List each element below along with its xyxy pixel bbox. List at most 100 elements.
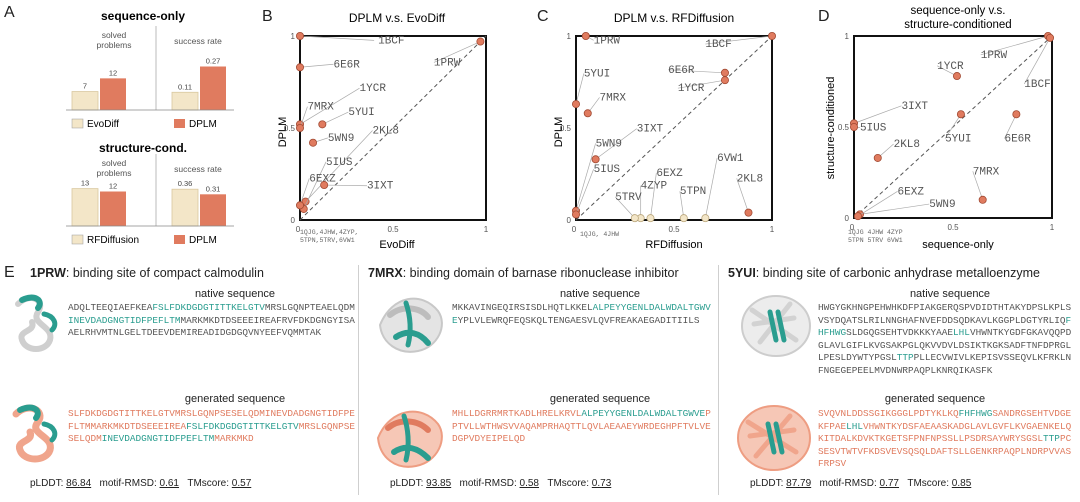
case-1prw-native-heading: native sequence: [194, 288, 276, 300]
bar-value-label: 0.31: [206, 184, 221, 193]
tm-label: TMscore:: [547, 478, 590, 489]
scatter-d-title-line2: structure-conditioned: [904, 19, 1011, 31]
leader-line: [595, 128, 637, 160]
bar-value-label: 7: [83, 82, 87, 91]
legend-swatch-dplm-bottom: [174, 235, 185, 244]
bar-dplm-0: [100, 191, 126, 226]
point-label-1bcf: 1BCF: [1024, 79, 1050, 91]
data-point-5ius: [850, 123, 859, 132]
origin-cluster-label: 5TPN 5TRV 6VW1: [848, 237, 903, 244]
panel-e-divider-2: [718, 265, 719, 495]
data-point-1bcf: [767, 32, 776, 41]
leader-line: [299, 63, 334, 68]
panel-label-b: B: [262, 8, 273, 25]
scatter-c-title: DPLM v.s. RFDiffusion: [614, 11, 734, 25]
point-label-6exz: 6EXZ: [898, 186, 925, 198]
protein-structure-7mrx-generated: [376, 410, 443, 468]
protein-structure-5yui-native: [741, 295, 811, 357]
sequence-segment: PCSESVTWTVFKDSVEVSQSQLDAFTSLLGENKRPAQPLN…: [818, 433, 1072, 470]
point-label-5wn9: 5WN9: [328, 133, 354, 145]
case-1prw-native-sequence: ADQLTEEQIAEFKEAFSLFDKDGDGTITTKELGTVMRSLG…: [68, 302, 356, 340]
success-label: success rate: [174, 36, 222, 46]
leader-line: [736, 178, 749, 213]
struct-cond-title: structure-cond.: [99, 141, 187, 155]
rmsd-label: motif-RMSD:: [819, 478, 877, 489]
sequence-segment: SANDRGSEHTVDGEKFPAE: [818, 408, 1072, 432]
case-7mrx-id: 7MRX: [368, 266, 403, 280]
motif-segment: INEVDADGNGTIDFPEFLTM: [101, 433, 215, 445]
data-point-2kl8: [744, 208, 753, 217]
data-point-1bcf: [1046, 33, 1055, 42]
legend-swatch-evodiff: [71, 118, 84, 129]
plddt-label: pLDDT:: [750, 478, 784, 489]
motif-segment: ALPEYYGENLDALWDALTGWVE: [452, 302, 711, 326]
panel-label-d: D: [818, 8, 830, 25]
data-point-3ixt: [591, 155, 600, 164]
bar-dplm-1: [200, 66, 226, 110]
leader-line: [322, 111, 349, 125]
point-label-3ixt: 3IXT: [902, 101, 929, 113]
case-5yui-native-heading: native sequence: [909, 288, 991, 300]
protein-structure-5yui-generated: [737, 405, 811, 471]
scatter-c-ylabel: DPLM: [553, 117, 565, 148]
point-label-1prw: 1PRW: [594, 35, 621, 47]
bar-dplm-0: [100, 78, 126, 110]
scatter-dplm-vs-evodiff: DPLM v.s. EvoDiff EvoDiff DPLM 0 0.5 1 0 0.5…: [277, 11, 489, 250]
x-tick-label: 0: [296, 225, 301, 234]
leader-line: [575, 143, 596, 211]
legend-label-dplm-top: DPLM: [189, 119, 217, 130]
point-label-5wn9: 5WN9: [929, 199, 955, 211]
motif-segment: TTP: [896, 352, 914, 364]
y-tick-label: 1: [845, 32, 850, 41]
protein-structure-1prw-native: [15, 294, 58, 352]
point-label-6exz: 6EXZ: [309, 173, 336, 185]
point-label-4zyp: 4ZYP: [641, 181, 668, 193]
case-5yui-native-sequence: HWGYGKHNGPEHWHKDFPIAKGERQSPVDIDTHTAKYDPS…: [818, 302, 1076, 378]
sequence-segment: VHWNTKYDSFAEAASKADGLAVLGVFLKVGAENKELQKIT…: [818, 420, 1072, 445]
rmsd-value: 0.58: [519, 478, 539, 489]
leader-line: [1023, 37, 1051, 85]
tm-value: 0.73: [591, 478, 612, 489]
sequence-segment: SVQVNLDDSSGIKGGGLPDTYKLKQ: [818, 408, 959, 419]
scatter-c-xlabel: RFDiffusion: [645, 239, 702, 250]
y-tick-label: 0.5: [284, 124, 296, 133]
scatter-dplm-vs-rfdiffusion: DPLM v.s. RFDiffusion RFDiffusion DPLM 0…: [553, 11, 776, 250]
sequence-segment: MRSLGQNPSESELQDM: [68, 420, 355, 445]
scatter-seq-vs-struct: sequence-only v.s. structure-conditioned…: [825, 5, 1055, 250]
diagonal-reference-line: [299, 35, 487, 221]
case-1prw-title: 1PRW: binding site of compact calmodulin: [30, 266, 264, 280]
point-label-5wn9: 5WN9: [596, 138, 622, 150]
sequence-segment: MKKAVINGEQIRSISDLHQTLKKEL: [452, 302, 593, 313]
motif-segment: TTP: [1043, 433, 1060, 445]
origin-cluster-label: 5TPN,5TRV,6VW1: [300, 237, 355, 244]
data-point-6e6r: [1012, 110, 1021, 119]
point-label-5yui: 5YUI: [348, 107, 374, 119]
protein-structure-1prw-generated: [12, 404, 58, 463]
leader-line: [575, 169, 594, 215]
y-tick-label: 1: [291, 32, 296, 41]
legend-label-rfdiffusion: RFDiffusion: [87, 235, 139, 246]
solved-label: problems: [97, 168, 132, 178]
sequence-segment: VHWNTKYGDFGKAVQQPDGLAVLGIFLKVGSAKPGLQKVV…: [818, 327, 1072, 364]
point-label-7mrx: 7MRX: [600, 92, 627, 104]
data-point-6exz: [646, 214, 655, 223]
leader-line: [299, 178, 310, 206]
sequence-segment: PLLECVWIVLKEPISVSSEQVLKFRKLNFNGEGEPEELMV…: [818, 352, 1072, 376]
data-point-2kl8: [873, 153, 882, 162]
y-tick-label: 0.5: [838, 123, 850, 132]
x-tick-label: 0.5: [668, 225, 680, 234]
data-point-5ius: [571, 210, 580, 219]
case-7mrx-generated-heading: generated sequence: [549, 393, 651, 405]
sequence-segment: MHLLDGRRMRTKADLHRELKRVL: [452, 408, 582, 419]
point-label-7mrx: 7MRX: [973, 166, 1000, 178]
origin-cluster-label: 1QJG,4JHW,4ZYP,: [300, 229, 359, 236]
data-point-5tpn: [679, 214, 688, 223]
bar-evodiff-0: [71, 91, 99, 111]
sequence-segment: SLDGQGSEHTVDKKKYAAE: [846, 327, 954, 339]
legend-label-dplm-bottom: DPLM: [189, 235, 217, 246]
data-point-5yui: [318, 120, 327, 129]
point-label-3ixt: 3IXT: [637, 124, 664, 136]
point-label-1bcf: 1BCF: [378, 35, 404, 47]
leader-line: [857, 191, 898, 217]
point-label-6e6r: 6E6R: [333, 59, 360, 71]
